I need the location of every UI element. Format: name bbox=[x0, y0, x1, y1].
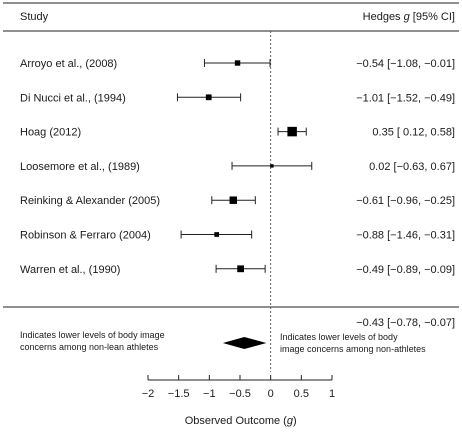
x-tick-label: 0.5 bbox=[294, 388, 309, 400]
annotation-left-line: Indicates lower levels of body image bbox=[20, 330, 165, 340]
point-estimate bbox=[237, 265, 244, 273]
study-label: Robinson & Ferraro (2004) bbox=[20, 230, 151, 242]
study-label: Di Nucci et al., (1994) bbox=[20, 92, 126, 104]
x-tick-label: −0.5 bbox=[229, 388, 251, 400]
effect-estimate-label: −1.01 [−1.52, −0.49] bbox=[356, 92, 455, 104]
study-row: Arroyo et al., (2008) −0.54 [−1.08, −0.01… bbox=[20, 58, 455, 70]
annotation-right-line: Indicates lower levels of body bbox=[280, 332, 398, 342]
x-axis: −2 −1.5 −1 −0.5 0 0.5 1 bbox=[142, 375, 335, 400]
study-label: Arroyo et al., (2008) bbox=[20, 58, 117, 70]
x-tick-label: 1 bbox=[329, 388, 335, 400]
point-estimate bbox=[270, 164, 274, 168]
effect-estimate-label: −0.49 [−0.89, −0.09] bbox=[356, 264, 455, 276]
study-label: Warren et al., (1990) bbox=[20, 264, 120, 276]
summary-estimate-label: −0.43 [−0.78, −0.07] bbox=[356, 317, 455, 329]
point-estimate bbox=[287, 126, 297, 137]
direction-annotations: Indicates lower levels of body image conc… bbox=[20, 330, 426, 354]
study-row: Reinking & Alexander (2005) −0.61 [−0.96,… bbox=[20, 195, 455, 207]
study-row: Di Nucci et al., (1994) −1.01 [−1.52, −0.… bbox=[20, 92, 455, 104]
x-tick-label: −2 bbox=[142, 388, 155, 400]
annotation-right-line: image concerns among non-athletes bbox=[280, 344, 426, 354]
effect-estimate-label: −0.54 [−1.08, −0.01] bbox=[356, 58, 455, 70]
study-row: Loosemore et al., (1989) 0.02 [−0.63, 0.6… bbox=[20, 161, 455, 173]
study-label: Reinking & Alexander (2005) bbox=[20, 195, 160, 207]
study-label: Loosemore et al., (1989) bbox=[20, 161, 140, 173]
study-row: Hoag (2012) 0.35 [ 0.12, 0.58] bbox=[20, 127, 455, 139]
point-estimate bbox=[205, 94, 212, 101]
study-column-header: Study bbox=[20, 11, 49, 23]
x-tick-label: −1 bbox=[203, 388, 216, 400]
point-estimate bbox=[214, 232, 220, 237]
x-tick-label: 0 bbox=[268, 388, 274, 400]
effect-estimate-label: 0.02 [−0.63, 0.67] bbox=[369, 161, 455, 173]
study-row: Warren et al., (1990) −0.49 [−0.89, −0.09… bbox=[20, 264, 455, 276]
annotation-left-line: concerns among non-lean athletes bbox=[20, 342, 159, 352]
x-tick-label: −1.5 bbox=[168, 388, 190, 400]
x-axis-label: Observed Outcome (g) bbox=[185, 415, 297, 427]
point-estimate bbox=[229, 196, 237, 204]
summary-diamond bbox=[222, 337, 267, 349]
study-label: Hoag (2012) bbox=[20, 127, 81, 139]
study-rows: Arroyo et al., (2008) −0.54 [−1.08, −0.01… bbox=[20, 58, 455, 276]
effect-column-header: Hedges g [95% CI] bbox=[363, 11, 455, 23]
effect-estimate-label: 0.35 [ 0.12, 0.58] bbox=[372, 127, 455, 139]
effect-estimate-label: −0.61 [−0.96, −0.25] bbox=[356, 195, 455, 207]
point-estimate bbox=[234, 60, 241, 66]
study-row: Robinson & Ferraro (2004) −0.88 [−1.46, −… bbox=[20, 230, 455, 242]
effect-estimate-label: −0.88 [−1.46, −0.31] bbox=[356, 230, 455, 242]
summary-row: −0.43 [−0.78, −0.07] bbox=[222, 317, 455, 349]
